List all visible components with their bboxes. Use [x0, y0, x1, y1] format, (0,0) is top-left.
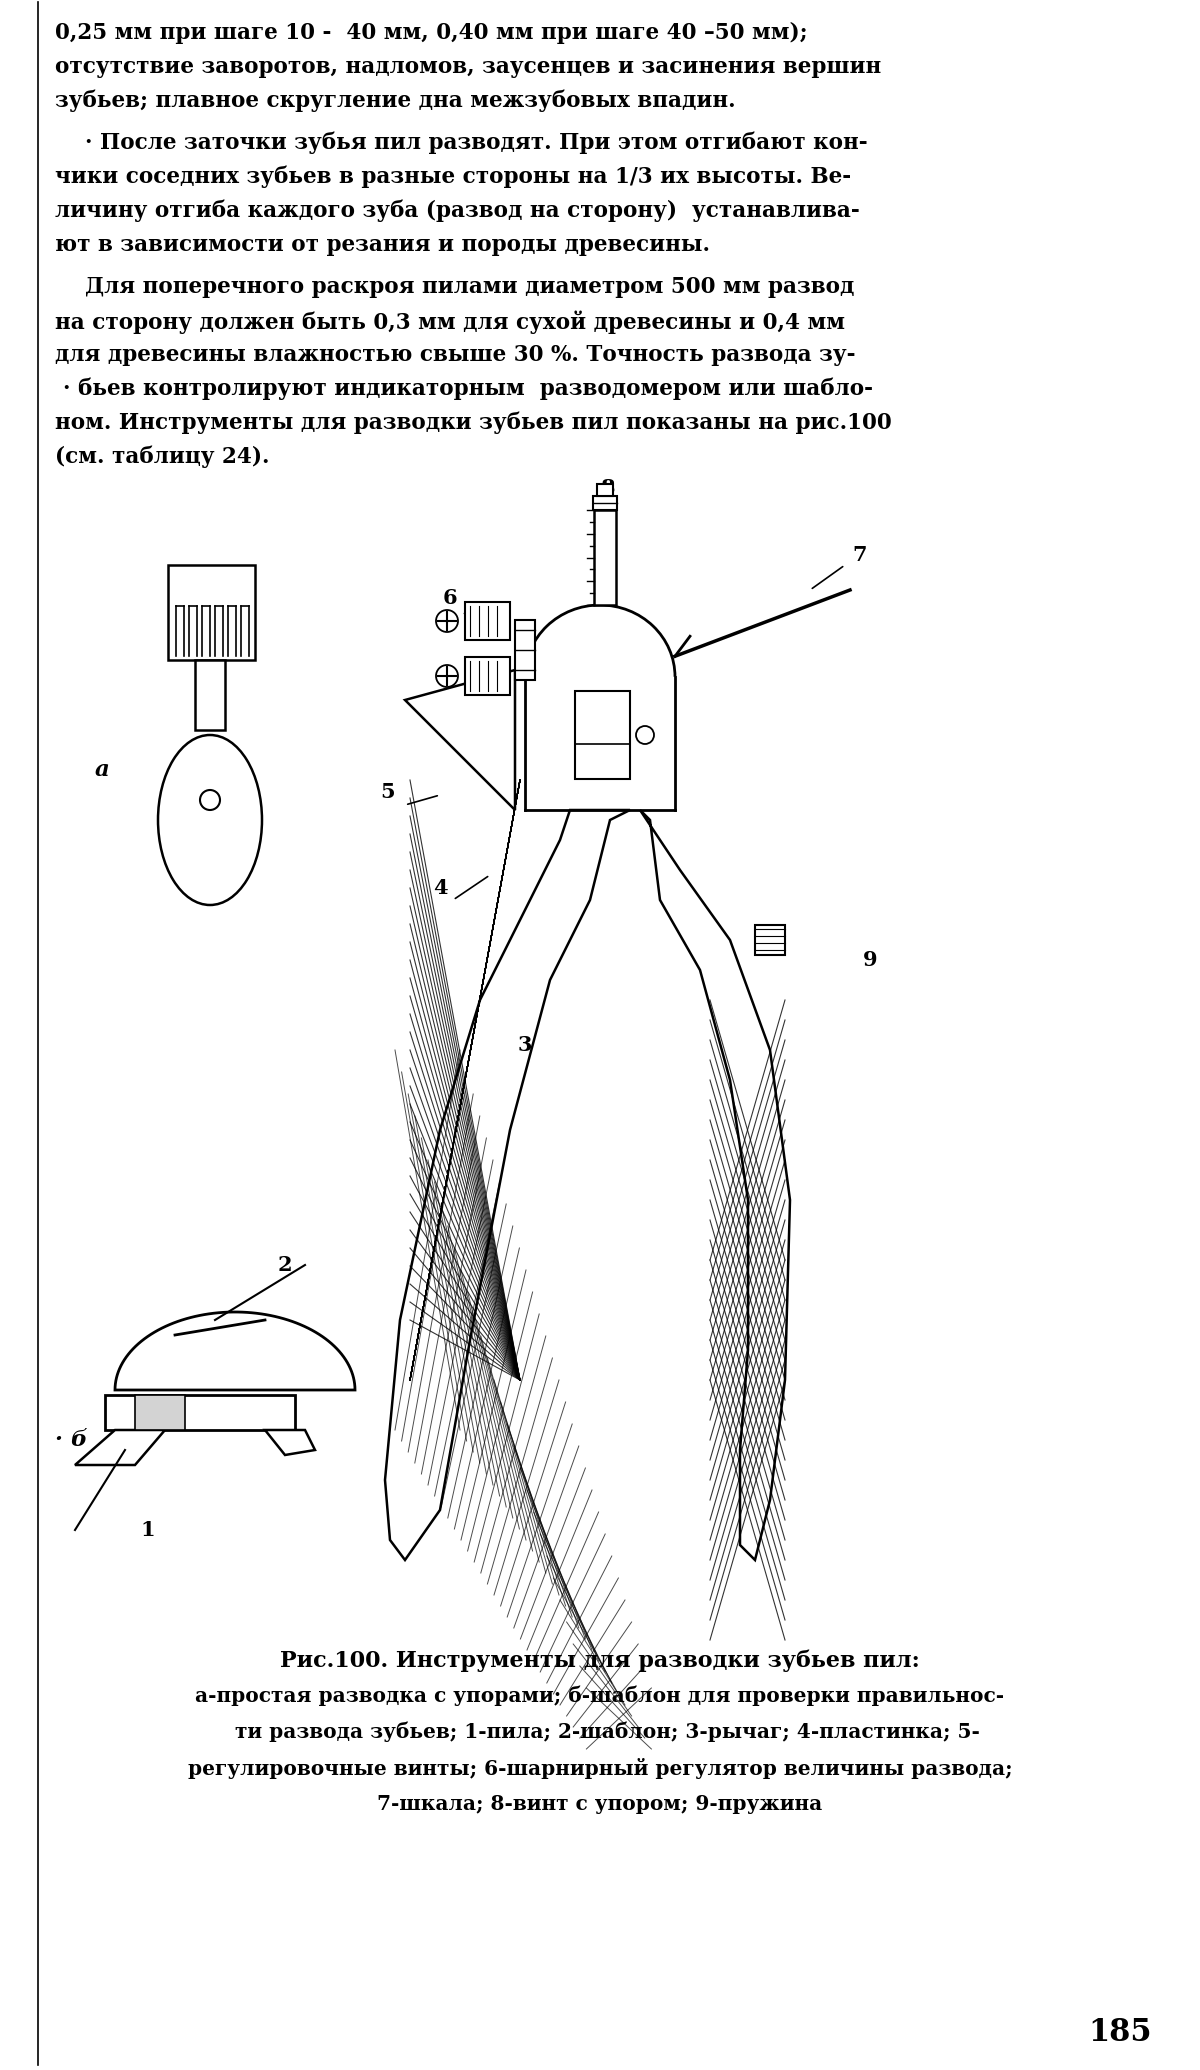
Text: · После заточки зубья пил разводят. При этом отгибают кон-: · После заточки зубья пил разводят. При … [85, 132, 868, 155]
Circle shape [636, 727, 654, 743]
Text: 2: 2 [277, 1254, 293, 1275]
Text: ном. Инструменты для разводки зубьев пил показаны на рис.100: ном. Инструменты для разводки зубьев пил… [55, 412, 892, 435]
Bar [466, 656, 510, 696]
Text: 1: 1 [140, 1519, 155, 1540]
Bar [527, 677, 673, 807]
Polygon shape [385, 809, 630, 1561]
Text: 0,25 мм при шаге 10 -  40 мм, 0,40 мм при шаге 40 –50 мм);: 0,25 мм при шаге 10 - 40 мм, 0,40 мм при… [55, 23, 808, 43]
Text: 8: 8 [601, 478, 616, 499]
Bar [466, 602, 510, 640]
Text: ют в зависимости от резания и породы древесины.: ют в зависимости от резания и породы дре… [55, 234, 710, 257]
Text: а: а [95, 760, 110, 780]
Bar [598, 484, 613, 497]
Bar [526, 667, 674, 809]
Circle shape [436, 611, 458, 631]
Polygon shape [526, 604, 674, 677]
Circle shape [200, 791, 220, 809]
Polygon shape [74, 1430, 166, 1466]
Text: Рис.100. Инструменты для разводки зубьев пил:: Рис.100. Инструменты для разводки зубьев… [280, 1650, 920, 1673]
Text: Для поперечного раскроя пилами диаметром 500 мм развод: Для поперечного раскроя пилами диаметром… [85, 275, 854, 298]
Ellipse shape [158, 735, 262, 905]
Text: 7-шкала; 8-винт с упором; 9-пружина: 7-шкала; 8-винт с упором; 9-пружина [377, 1795, 823, 1813]
Text: зубьев; плавное скругление дна межзубовых впадин.: зубьев; плавное скругление дна межзубовы… [55, 89, 736, 112]
Bar [515, 621, 535, 681]
Bar [755, 925, 785, 954]
Text: чики соседних зубьев в разные стороны на 1/3 их высоты. Ве-: чики соседних зубьев в разные стороны на… [55, 166, 851, 188]
Polygon shape [640, 809, 790, 1561]
Text: отсутствие заворотов, надломов, заусенцев и засинения вершин: отсутствие заворотов, надломов, заусенце… [55, 56, 881, 79]
Bar [106, 1395, 295, 1430]
Bar [188, 607, 197, 656]
Text: регулировочные винты; 6-шарнирный регулятор величины развода;: регулировочные винты; 6-шарнирный регуля… [187, 1757, 1013, 1778]
Bar [228, 607, 235, 656]
Polygon shape [115, 1312, 355, 1389]
Polygon shape [406, 671, 515, 809]
Circle shape [436, 664, 458, 687]
Text: 5: 5 [380, 782, 395, 801]
Text: (см. таблицу 24).: (см. таблицу 24). [55, 445, 270, 468]
Bar [134, 1395, 185, 1430]
Text: 7: 7 [853, 544, 868, 565]
Text: 185: 185 [1088, 2016, 1152, 2047]
Bar [175, 607, 184, 656]
Bar [240, 607, 248, 656]
Bar [593, 497, 617, 509]
Text: 9: 9 [863, 950, 877, 971]
Text: 6: 6 [443, 588, 457, 609]
Bar [194, 660, 226, 731]
Bar [202, 607, 210, 656]
Text: а-простая разводка с упорами; б-шаблон для проверки правильнос-: а-простая разводка с упорами; б-шаблон д… [196, 1685, 1004, 1706]
Text: для древесины влажностью свыше 30 %. Точность развода зу-: для древесины влажностью свыше 30 %. Точ… [55, 344, 856, 366]
Polygon shape [265, 1430, 314, 1455]
Bar [594, 509, 616, 604]
Bar [575, 691, 630, 778]
Text: 4: 4 [433, 878, 448, 898]
Bar [168, 565, 256, 660]
Text: ти развода зубьев; 1-пила; 2-шаблон; 3-рычаг; 4-пластинка; 5-: ти развода зубьев; 1-пила; 2-шаблон; 3-р… [221, 1722, 979, 1743]
Text: · б: · б [55, 1428, 88, 1451]
Text: 3: 3 [517, 1035, 533, 1056]
Text: · бьев контролируют индикаторным  разводомером или шабло-: · бьев контролируют индикаторным разводо… [64, 379, 874, 400]
Text: на сторону должен быть 0,3 мм для сухой древесины и 0,4 мм: на сторону должен быть 0,3 мм для сухой … [55, 310, 845, 333]
Text: личину отгиба каждого зуба (развод на сторону)  устанавлива-: личину отгиба каждого зуба (развод на ст… [55, 201, 859, 221]
Bar [215, 607, 222, 656]
